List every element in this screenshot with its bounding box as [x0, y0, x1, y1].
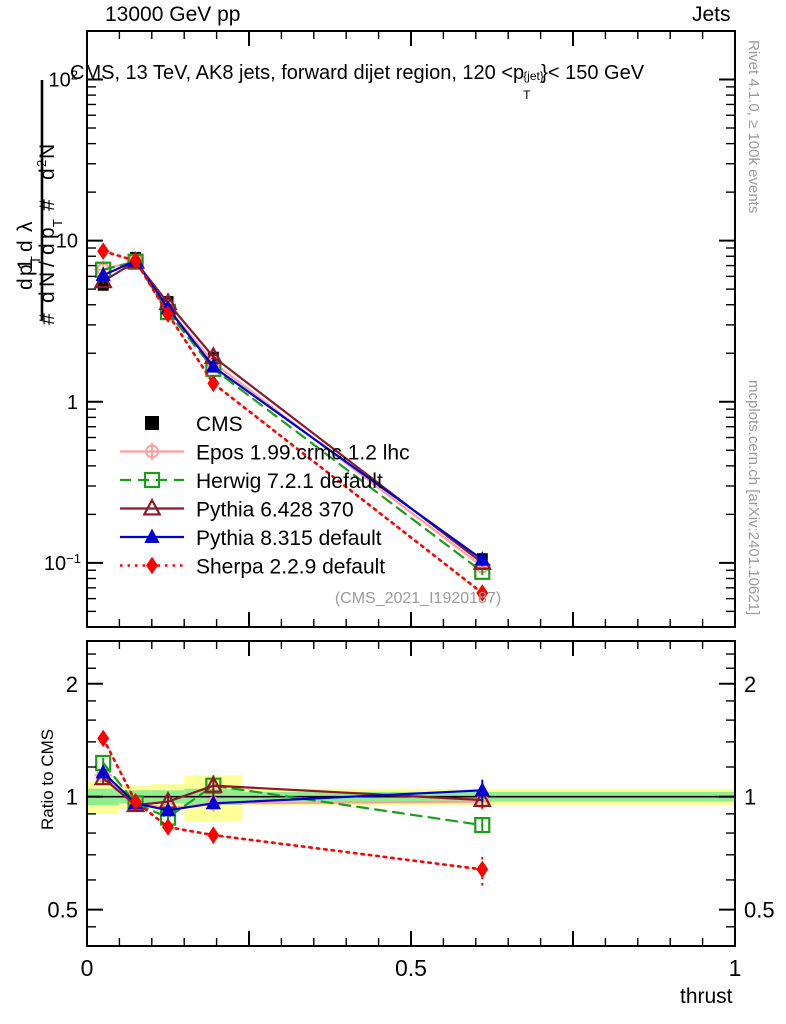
svg-text:p: p	[14, 264, 37, 276]
legend-label: Epos 1.99.crmc.1.2 lhc	[196, 442, 410, 465]
ratio-series-sherpa-2-2-9-default	[97, 729, 489, 886]
data-point-marker	[97, 242, 110, 260]
svg-text:1: 1	[14, 258, 37, 270]
svg-text:p: p	[36, 227, 59, 239]
plot-title-subscript: T	[523, 88, 531, 102]
data-point-marker	[162, 818, 174, 836]
svg-text:/: /	[36, 261, 59, 267]
main-series-sherpa-2-2-9-default	[97, 242, 489, 602]
data-point-marker	[203, 774, 223, 793]
legend-entry-pythia-6-428-370[interactable]: Pythia 6.428 370	[120, 497, 354, 522]
data-point-marker	[160, 801, 176, 817]
plot-title-tail: }< 150 GeV	[541, 62, 645, 84]
plot-title-superscript: {jet}	[523, 69, 544, 83]
dataset-watermark: (CMS_2021_I1920187)	[335, 590, 501, 607]
svg-text:d: d	[14, 240, 37, 252]
data-point-marker	[207, 374, 220, 393]
series-line	[101, 249, 484, 595]
data-point-marker	[144, 528, 160, 543]
ratio-y-tick-label-left: 2	[66, 672, 78, 697]
x-tick-label: 0.5	[395, 955, 427, 981]
legend-entry-cms[interactable]: CMS	[145, 413, 243, 436]
main-y-tick-label: 102	[49, 67, 78, 92]
data-point-marker	[476, 584, 489, 602]
data-point-marker	[143, 442, 161, 461]
y-axis-title: # d N / d p T # 1 d p T d λ d 2	[2, 40, 72, 325]
legend-entry-sherpa-2-2-9-default[interactable]: Sherpa 2.2.9 default	[120, 556, 385, 579]
svg-text:d: d	[36, 291, 59, 303]
legend-label: Sherpa 2.2.9 default	[196, 556, 385, 579]
main-y-tick-label: 1	[67, 392, 78, 414]
x-axis-title: thrust	[680, 985, 733, 1008]
ratio-y-tick-label-left: 1	[66, 785, 78, 810]
data-point-marker	[207, 826, 220, 844]
data-point-marker	[472, 789, 492, 808]
plot-title: CMS, 13 TeV, AK8 jets, forward dijet reg…	[70, 62, 645, 102]
legend-label: Herwig 7.2.1 default	[196, 470, 383, 493]
ratio-y-tick-label-right: 2	[744, 672, 756, 697]
data-point-marker	[146, 556, 158, 575]
main-y-tick-label: 10−1	[44, 550, 81, 575]
data-point-marker	[205, 794, 222, 810]
data-point-marker	[474, 817, 491, 834]
data-point-marker	[95, 764, 111, 779]
svg-text:T: T	[50, 219, 65, 227]
header-left: 13000 GeV pp	[105, 3, 241, 26]
header-right: Jets	[692, 3, 731, 26]
ratio-y-tick-label-left: 0.5	[47, 898, 78, 923]
ratio-series-pythia-8-315-default	[95, 764, 490, 817]
svg-text:d: d	[14, 278, 37, 290]
ratio-y-tick-label-right: 1	[744, 785, 756, 810]
legend-label: CMS	[196, 413, 243, 436]
main-y-tick-label: 10	[56, 231, 78, 253]
ratio-y-tick-label-right: 0.5	[744, 898, 775, 923]
data-point-marker	[129, 252, 142, 270]
x-tick-label: 1	[729, 955, 742, 981]
legend-entry-herwig-7-2-1-default[interactable]: Herwig 7.2.1 default	[120, 470, 383, 493]
data-point-marker	[162, 305, 174, 323]
x-tick-label: 0	[81, 955, 94, 981]
data-point-marker	[129, 792, 142, 811]
legend-label: Pythia 6.428 370	[196, 499, 354, 522]
data-point-marker	[474, 781, 490, 797]
svg-text:T: T	[28, 256, 43, 264]
legend-label: Pythia 8.315 default	[196, 527, 382, 550]
data-point-marker	[143, 471, 161, 489]
data-point-marker	[145, 416, 159, 430]
svg-text:d: d	[36, 243, 59, 255]
data-point-marker	[476, 860, 489, 879]
svg-text:λ: λ	[14, 221, 37, 232]
legend-entry-epos-1-99-crmc-1-2-lhc[interactable]: Epos 1.99.crmc.1.2 lhc	[120, 442, 410, 465]
data-point-marker	[474, 551, 490, 566]
svg-text:d: d	[36, 168, 59, 180]
data-point-marker	[97, 729, 110, 748]
data-point-marker	[95, 266, 111, 282]
data-point-marker	[142, 497, 162, 516]
data-point-marker	[205, 358, 222, 373]
plot-title-main: CMS, 13 TeV, AK8 jets, forward dijet reg…	[70, 62, 525, 84]
legend-entry-pythia-8-315-default[interactable]: Pythia 8.315 default	[120, 527, 382, 550]
